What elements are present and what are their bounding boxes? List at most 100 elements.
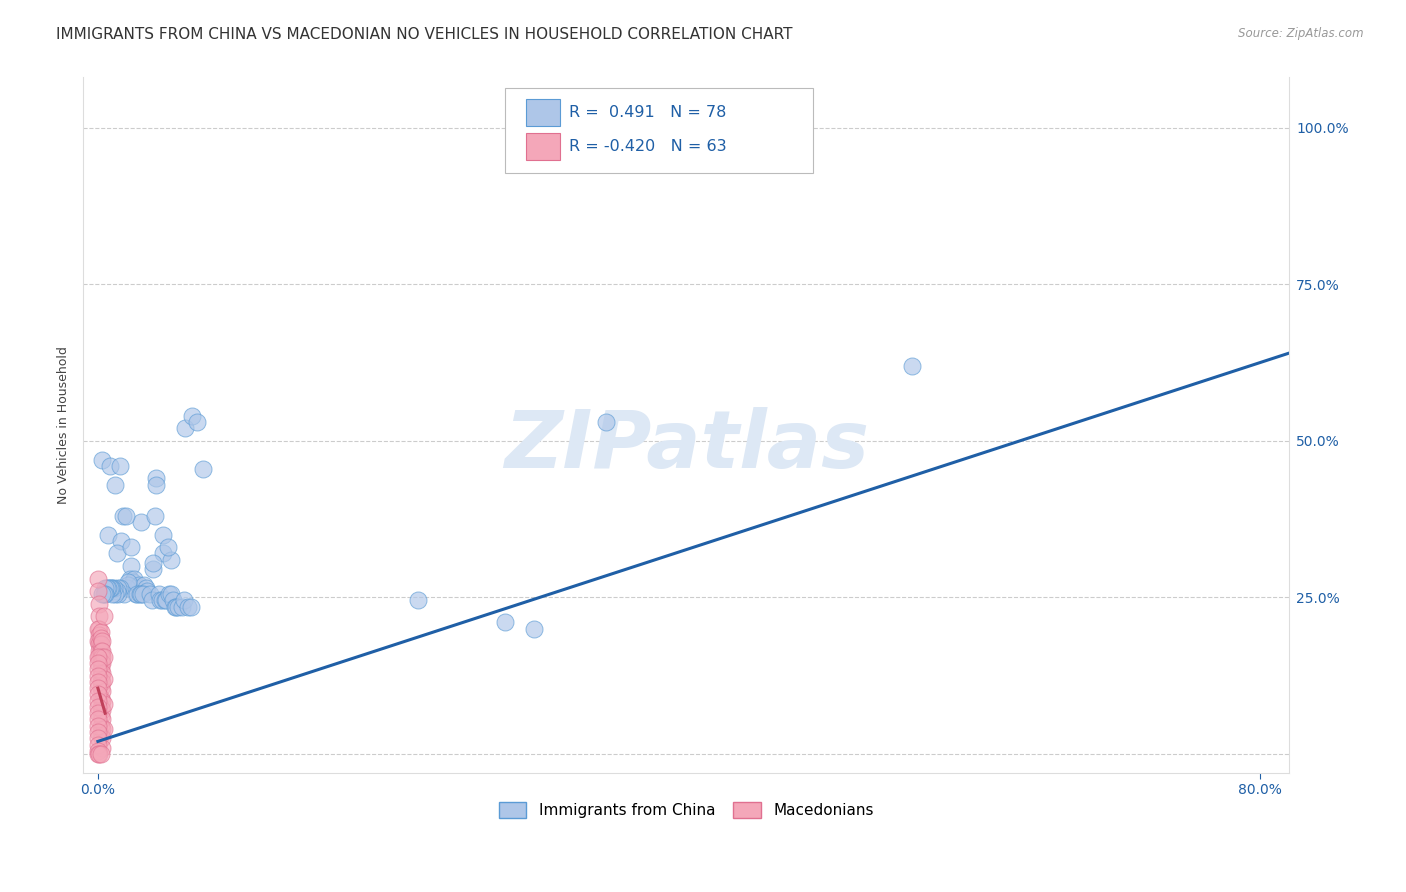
Point — [145, 477, 167, 491]
Point — [132, 587, 155, 601]
Point — [110, 533, 132, 548]
Point — [121, 574, 143, 589]
Point — [152, 527, 174, 541]
Point — [90, 643, 112, 657]
Point — [89, 643, 111, 657]
Point — [131, 587, 153, 601]
Text: Source: ZipAtlas.com: Source: ZipAtlas.com — [1239, 27, 1364, 40]
Point — [157, 587, 180, 601]
Point — [174, 421, 197, 435]
Point — [87, 747, 110, 761]
Point — [87, 688, 110, 702]
Point — [87, 694, 110, 708]
Point — [90, 681, 112, 695]
Point — [155, 593, 177, 607]
Text: IMMIGRANTS FROM CHINA VS MACEDONIAN NO VEHICLES IN HOUSEHOLD CORRELATION CHART: IMMIGRANTS FROM CHINA VS MACEDONIAN NO V… — [56, 27, 793, 42]
Point — [90, 709, 112, 723]
Point — [101, 587, 124, 601]
Point — [87, 719, 110, 733]
Point — [90, 674, 112, 689]
Point — [90, 719, 112, 733]
Point — [900, 359, 922, 373]
Point — [91, 643, 114, 657]
Point — [127, 587, 149, 601]
Legend: Immigrants from China, Macedonians: Immigrants from China, Macedonians — [494, 796, 880, 824]
Point — [91, 713, 114, 727]
Point — [87, 572, 110, 586]
Point — [89, 747, 111, 761]
Point — [94, 587, 117, 601]
Point — [163, 599, 186, 614]
Point — [104, 587, 127, 601]
Point — [181, 409, 204, 423]
Text: R =  0.491   N = 78: R = 0.491 N = 78 — [569, 105, 727, 120]
Point — [134, 578, 156, 592]
Point — [165, 599, 187, 614]
Point — [150, 593, 173, 607]
Point — [129, 587, 152, 601]
Point — [96, 581, 118, 595]
Point — [523, 622, 546, 636]
Point — [91, 452, 114, 467]
Point — [115, 581, 138, 595]
Point — [156, 540, 179, 554]
Point — [153, 593, 176, 607]
Point — [595, 415, 617, 429]
Point — [124, 581, 146, 595]
Point — [90, 747, 112, 761]
Point — [91, 731, 114, 746]
Point — [135, 581, 157, 595]
Point — [90, 637, 112, 651]
Point — [89, 597, 111, 611]
Point — [166, 599, 188, 614]
Point — [91, 634, 114, 648]
Point — [87, 744, 110, 758]
Point — [87, 738, 110, 752]
FancyBboxPatch shape — [505, 88, 813, 173]
Point — [87, 706, 110, 721]
Point — [118, 572, 141, 586]
Point — [87, 649, 110, 664]
Point — [91, 674, 114, 689]
Point — [90, 728, 112, 742]
Point — [162, 593, 184, 607]
Y-axis label: No Vehicles in Household: No Vehicles in Household — [58, 346, 70, 504]
Point — [131, 515, 153, 529]
Point — [111, 508, 134, 523]
Point — [90, 631, 112, 645]
Point — [97, 581, 120, 595]
Point — [177, 599, 200, 614]
Point — [94, 581, 117, 595]
Point — [149, 593, 172, 607]
Point — [108, 458, 131, 473]
Point — [91, 587, 114, 601]
Point — [173, 593, 195, 607]
Point — [128, 578, 150, 592]
Point — [114, 508, 136, 523]
Point — [87, 731, 110, 746]
Point — [89, 649, 111, 664]
Point — [191, 462, 214, 476]
Point — [93, 649, 115, 664]
Point — [87, 662, 110, 676]
Point — [91, 722, 114, 736]
Point — [104, 477, 127, 491]
Point — [89, 637, 111, 651]
Point — [107, 587, 129, 601]
Point — [148, 587, 170, 601]
Point — [89, 634, 111, 648]
Point — [112, 587, 135, 601]
Point — [91, 656, 114, 670]
Point — [90, 690, 112, 705]
Point — [105, 584, 128, 599]
Point — [105, 547, 128, 561]
Point — [87, 622, 110, 636]
Point — [136, 584, 159, 599]
Point — [186, 415, 208, 429]
Point — [117, 574, 139, 589]
Point — [87, 656, 110, 670]
Point — [90, 649, 112, 664]
Point — [93, 722, 115, 736]
Point — [90, 656, 112, 670]
Point — [101, 581, 124, 595]
